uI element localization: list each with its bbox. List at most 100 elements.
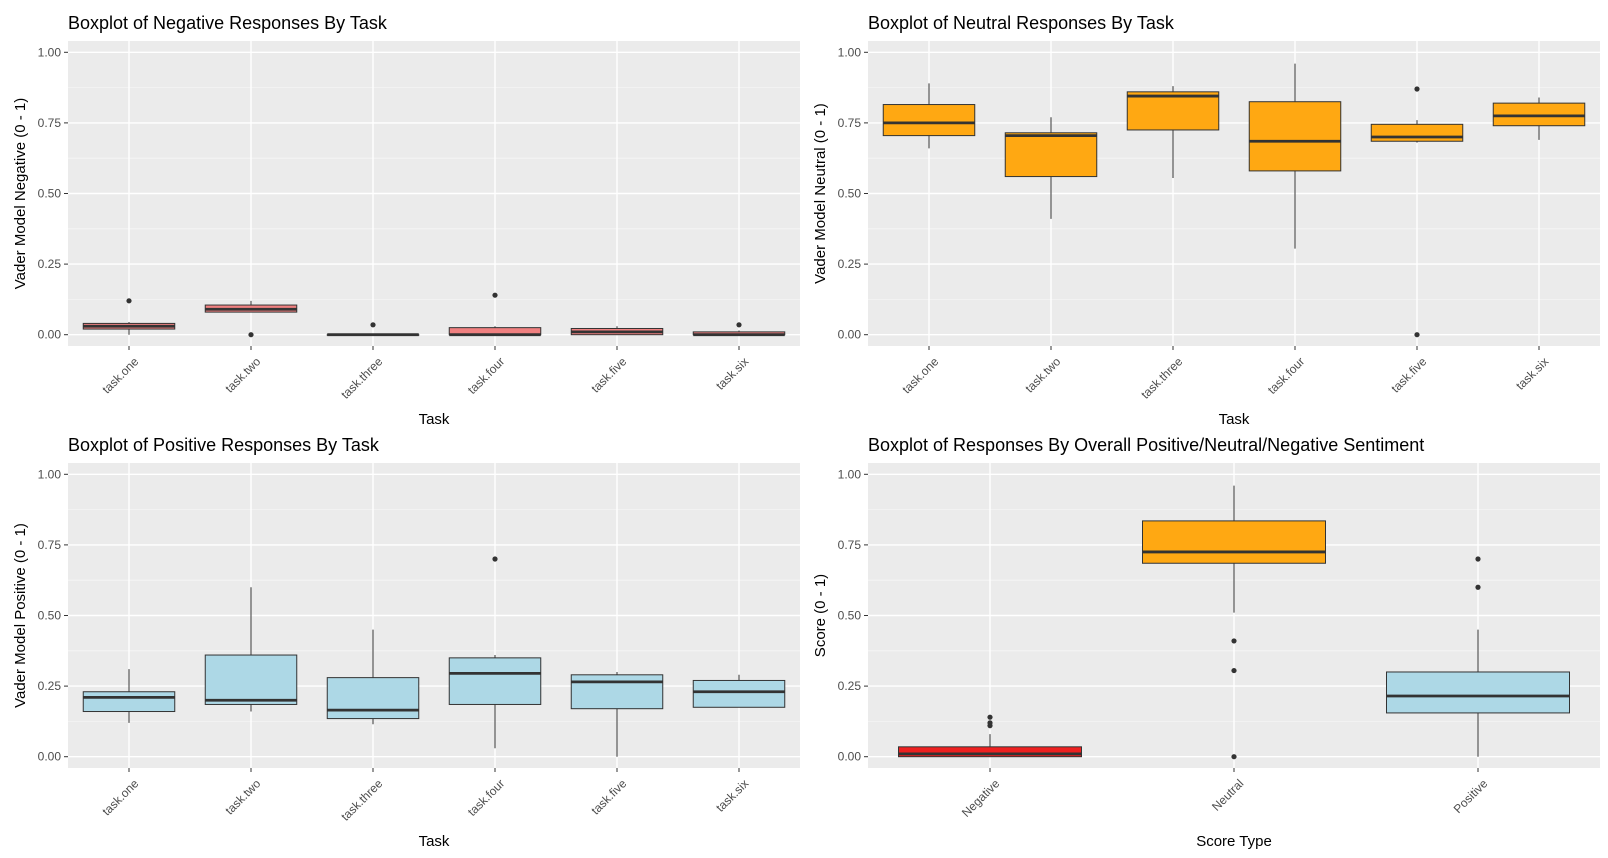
box-task.six <box>692 322 786 337</box>
x-tick-label: task.four <box>1265 354 1307 396</box>
y-axis-title: Score (0 - 1) <box>812 574 829 657</box>
chart-panel-3: Boxplot of Positive Responses By Task 0.0… <box>12 435 800 850</box>
y-tick-label: 1.00 <box>38 45 62 59</box>
box-body <box>1126 91 1220 131</box>
y-tick-label: 1.00 <box>838 467 862 481</box>
chart-panel-2: Boxplot of Neutral Responses By Task 0.00… <box>812 13 1600 428</box>
y-tick-label: 0.75 <box>838 116 862 130</box>
x-tick-label: task.five <box>588 354 629 395</box>
y-tick-label: 0.25 <box>838 679 862 693</box>
outlier-point <box>1414 332 1420 338</box>
outlier-point <box>492 556 498 562</box>
box-body <box>326 677 420 720</box>
x-axis-title: Task <box>419 411 450 428</box>
box-task.one <box>82 669 176 723</box>
x-tick-label: Positive <box>1451 776 1491 816</box>
y-axis-title: Vader Model Positive (0 - 1) <box>12 523 29 708</box>
box-Positive <box>1386 556 1570 757</box>
box-body <box>1004 132 1098 178</box>
y-tick-label: 0.00 <box>838 328 862 342</box>
y-axis-title: Vader Model Neutral (0 - 1) <box>812 103 829 284</box>
x-tick-label: task.one <box>899 354 941 396</box>
y-tick-label: 0.75 <box>38 116 62 130</box>
outlier-point <box>736 322 742 328</box>
x-tick-label: task.six <box>1513 354 1551 392</box>
x-tick-label: Neutral <box>1209 776 1246 813</box>
y-tick-label: 0.00 <box>838 750 862 764</box>
box-task.five <box>570 326 664 336</box>
chart-panel-1: Boxplot of Negative Responses By Task 0.0… <box>12 13 800 428</box>
outlier-point <box>1231 667 1237 674</box>
box-body <box>1142 520 1326 564</box>
outlier-point <box>370 322 376 328</box>
box-body <box>448 657 542 705</box>
x-tick-label: task.three <box>338 354 385 401</box>
box-body <box>882 104 976 137</box>
y-tick-label: 1.00 <box>38 467 62 481</box>
x-tick-label: task.four <box>465 354 507 396</box>
y-tick-label: 0.25 <box>38 679 62 693</box>
y-tick-label: 0.75 <box>838 538 862 552</box>
y-tick-label: 0.25 <box>38 257 62 271</box>
chart-title: Boxplot of Positive Responses By Task <box>68 435 380 455</box>
outlier-point <box>1231 754 1237 760</box>
box-task.one <box>882 83 976 149</box>
box-task.three <box>1126 86 1220 178</box>
y-tick-label: 0.25 <box>838 257 862 271</box>
box-task.four <box>448 292 542 337</box>
box-body <box>570 674 664 710</box>
box-task.two <box>204 300 298 338</box>
box-task.six <box>692 674 786 708</box>
box-body <box>1386 671 1570 714</box>
outlier-point <box>1231 638 1237 644</box>
box-task.three <box>326 322 420 337</box>
x-tick-label: task.three <box>338 776 385 823</box>
x-axis-title: Score Type <box>1196 833 1272 850</box>
outlier-point <box>1475 584 1481 590</box>
box-body <box>1370 123 1464 142</box>
box-task.five <box>1370 86 1464 338</box>
box-Neutral <box>1142 485 1326 760</box>
outlier-point <box>987 720 993 726</box>
x-tick-label: task.six <box>713 354 751 392</box>
x-tick-label: task.two <box>1022 354 1063 395</box>
x-tick-label: task.one <box>99 776 141 818</box>
box-task.six <box>1492 97 1586 140</box>
chart-title: Boxplot of Responses By Overall Positive… <box>868 435 1424 455</box>
y-tick-label: 0.50 <box>838 187 862 201</box>
chart-title: Boxplot of Neutral Responses By Task <box>868 13 1175 33</box>
box-task.one <box>82 298 176 335</box>
y-tick-label: 0.50 <box>38 609 62 623</box>
y-tick-label: 0.00 <box>38 328 62 342</box>
chart-title: Boxplot of Negative Responses By Task <box>68 13 388 33</box>
x-tick-label: Negative <box>959 776 1003 820</box>
x-tick-label: task.five <box>588 776 629 817</box>
outlier-point <box>126 298 132 304</box>
x-tick-label: task.one <box>99 354 141 396</box>
x-tick-label: task.three <box>1138 354 1185 401</box>
outlier-point <box>248 332 254 338</box>
x-axis-title: Task <box>1219 411 1250 428</box>
y-tick-label: 0.50 <box>38 187 62 201</box>
chart-panel-4: Boxplot of Responses By Overall Positive… <box>812 435 1600 850</box>
box-Negative <box>898 714 1082 758</box>
box-body <box>692 679 786 708</box>
x-tick-label: task.four <box>465 776 507 818</box>
x-axis-title: Task <box>419 833 450 850</box>
y-tick-label: 1.00 <box>838 45 862 59</box>
outlier-point <box>1414 86 1420 92</box>
box-task.four <box>1248 63 1342 249</box>
box-body <box>1492 102 1586 127</box>
box-body <box>204 654 298 705</box>
box-body <box>1248 101 1342 172</box>
x-tick-label: task.two <box>222 776 263 817</box>
x-tick-label: task.five <box>1388 354 1429 395</box>
box-body <box>898 746 1082 758</box>
y-tick-label: 0.75 <box>38 538 62 552</box>
y-tick-label: 0.00 <box>38 750 62 764</box>
box-task.three <box>326 629 420 725</box>
outlier-point <box>492 292 498 298</box>
box-task.two <box>1004 117 1098 219</box>
